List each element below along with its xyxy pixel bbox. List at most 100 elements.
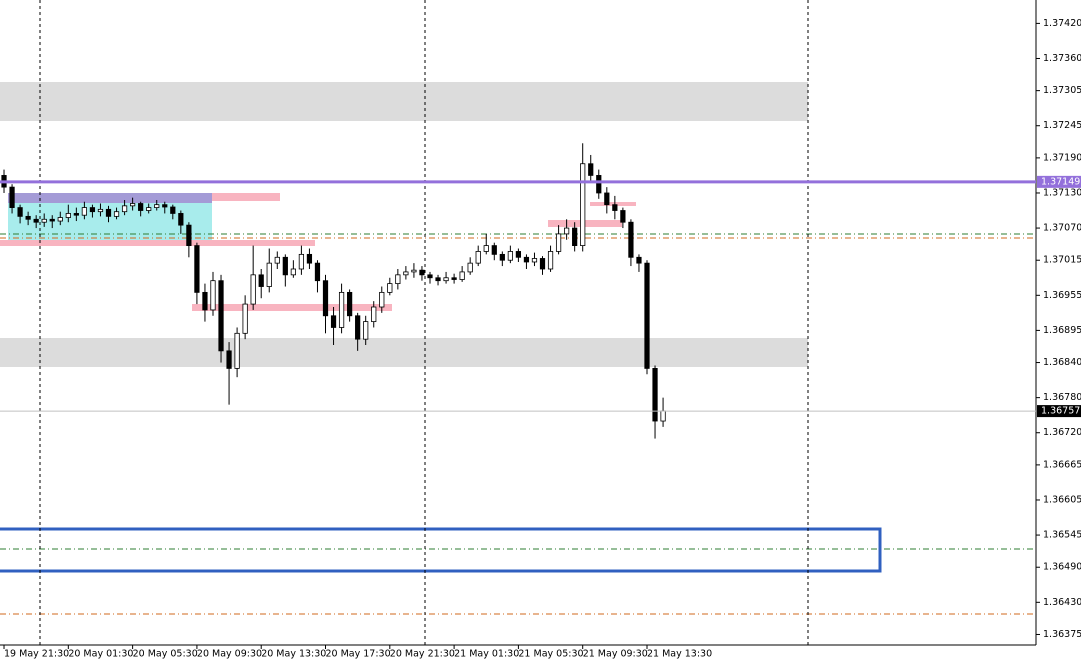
y-tick-label: 1.37130 — [1043, 187, 1081, 198]
candle-body — [588, 163, 594, 176]
candle-body — [347, 291, 353, 317]
candle-body — [210, 280, 216, 311]
x-tick-label: 21 May 13:30 — [647, 649, 712, 660]
candle-body — [138, 203, 144, 211]
candle-body — [443, 277, 449, 282]
candle-body — [451, 277, 457, 280]
target-box — [0, 527, 882, 573]
candle-body — [97, 208, 104, 213]
y-tick-label: 1.36895 — [1043, 325, 1081, 336]
candle-body — [467, 262, 473, 273]
x-tick-label: 21 May 01:30 — [454, 649, 519, 660]
candle-body — [604, 192, 610, 206]
x-tick-label: 20 May 01:30 — [68, 649, 133, 660]
y-tick-label: 1.37015 — [1043, 255, 1081, 266]
candle-body — [580, 163, 586, 247]
candle-body — [652, 368, 658, 422]
candle-body — [113, 211, 120, 217]
candle-body — [363, 321, 369, 340]
candle-body — [330, 315, 337, 328]
candle-body — [338, 291, 345, 328]
x-tick-label: 20 May 09:30 — [197, 649, 262, 660]
candle-body — [57, 217, 63, 222]
candle-body — [290, 268, 296, 276]
candle-body — [395, 274, 401, 285]
y-tick-label: 1.36490 — [1043, 562, 1081, 573]
candle-body — [154, 204, 160, 208]
candle-body — [274, 256, 280, 264]
candle-body — [81, 207, 88, 216]
candle-body — [387, 283, 393, 293]
candle-body — [41, 218, 47, 223]
candle-body — [242, 303, 248, 334]
y-tick-label: 1.36840 — [1043, 357, 1081, 368]
candle-body — [226, 350, 232, 369]
candle-body — [202, 291, 208, 311]
y-tick-label: 1.36955 — [1043, 290, 1081, 301]
y-tick-label: 1.36375 — [1043, 629, 1081, 640]
candle-body — [17, 207, 23, 217]
candle-body — [49, 218, 55, 222]
y-tick-label: 1.37190 — [1043, 152, 1081, 163]
x-tick-label: 20 May 17:30 — [326, 649, 391, 660]
candle-body — [475, 251, 481, 264]
candle-body — [218, 280, 224, 352]
candle-body — [298, 253, 305, 270]
pink-zone — [212, 193, 280, 201]
x-tick-label: 20 May 05:30 — [133, 649, 198, 660]
y-tick-label: 1.36665 — [1043, 459, 1081, 470]
candle-body — [282, 256, 288, 276]
candle-body — [620, 210, 626, 223]
candle-body — [612, 204, 618, 211]
price-label-bg — [1037, 175, 1081, 188]
candle-body — [9, 186, 15, 208]
y-tick-label: 1.37070 — [1043, 223, 1081, 234]
candle-body — [515, 251, 522, 258]
candle-body — [25, 215, 31, 220]
x-tick-label: 20 May 13:30 — [261, 649, 326, 660]
candle-body — [531, 258, 538, 263]
y-tick-label: 1.36605 — [1043, 494, 1081, 505]
zone — [0, 82, 808, 121]
pink-zone — [590, 202, 636, 206]
x-tick-label: 21 May 09:30 — [583, 649, 648, 660]
candle-body — [499, 253, 505, 261]
candle-body — [170, 206, 176, 214]
candle-body — [596, 175, 602, 194]
candle-body — [314, 262, 321, 282]
y-tick-label: 1.36545 — [1043, 530, 1081, 541]
candle-body — [162, 204, 168, 208]
candle-body — [266, 262, 272, 287]
candle-body — [572, 227, 578, 247]
candle-body — [636, 256, 642, 264]
candle-body — [65, 213, 71, 218]
x-tick-label: 19 May 21:30 — [4, 649, 69, 660]
candle-body — [564, 227, 570, 235]
candle-body — [539, 258, 546, 270]
candle-body — [105, 208, 112, 217]
candle-body — [89, 207, 96, 213]
candle-body — [427, 274, 433, 279]
y-tick-label: 1.37245 — [1043, 120, 1081, 131]
y-tick-label: 1.36780 — [1043, 392, 1081, 403]
candle-body — [379, 291, 385, 308]
y-tick-label: 1.37305 — [1043, 85, 1081, 96]
candle-body — [507, 251, 513, 261]
candle-body — [121, 205, 128, 213]
candle-body — [371, 306, 377, 323]
x-tick-label: 20 May 21:30 — [390, 649, 455, 660]
zone — [0, 338, 808, 367]
candle-body — [411, 269, 417, 273]
candle-body — [234, 332, 240, 369]
candle-body — [459, 271, 465, 280]
y-tick-label: 1.37360 — [1043, 53, 1081, 64]
candle-body — [306, 253, 313, 264]
candle-body — [355, 315, 361, 340]
candle-body — [523, 256, 530, 263]
candle-body — [547, 251, 554, 270]
candle-body — [555, 233, 562, 252]
price-label: 1.37149 — [1041, 176, 1080, 187]
candle-body — [322, 280, 329, 317]
candle-body — [483, 245, 489, 252]
